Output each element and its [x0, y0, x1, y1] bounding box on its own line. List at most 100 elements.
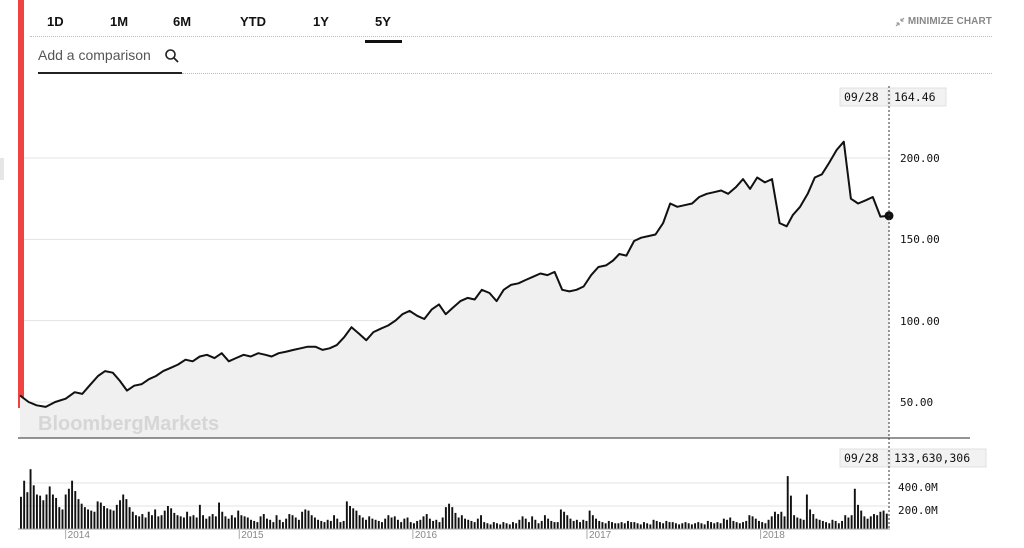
volume-bar — [128, 507, 131, 529]
volume-bar — [540, 520, 543, 529]
volume-bar — [620, 522, 623, 529]
volume-bar — [547, 518, 550, 529]
volume-bar — [61, 509, 64, 529]
volume-bar — [678, 524, 681, 529]
volume-bar — [585, 520, 588, 529]
volume-bar — [665, 520, 668, 529]
volume-bar — [716, 522, 719, 529]
volume-bar — [202, 515, 205, 529]
volume-bar — [703, 524, 706, 529]
volume-bar — [764, 523, 767, 529]
volume-bar — [173, 512, 176, 529]
volume-bar — [671, 522, 674, 529]
volume-bar — [748, 515, 751, 529]
volume-bar — [87, 509, 90, 529]
volume-bar — [850, 515, 853, 529]
tab-6m[interactable]: 6M — [173, 14, 192, 29]
volume-bar — [563, 511, 566, 529]
bloomberg-watermark: BloombergMarkets — [38, 413, 219, 435]
volume-bar — [658, 522, 661, 529]
volume-bar — [422, 516, 425, 529]
volume-bar — [837, 523, 840, 529]
volume-bar — [857, 504, 859, 529]
volume-bar — [812, 514, 815, 529]
volume-bar — [486, 523, 489, 529]
x-tick-label-2015: 2015 — [241, 530, 264, 541]
volume-bar — [515, 523, 518, 529]
volume-bar — [492, 522, 495, 529]
volume-bar — [365, 519, 367, 529]
volume-bar — [371, 518, 374, 529]
volume-bar — [684, 522, 687, 529]
tab-1d[interactable]: 1D — [47, 14, 64, 29]
volume-bar — [90, 510, 93, 529]
volume-bar — [301, 511, 304, 529]
volume-bar — [131, 511, 134, 529]
volume-bar — [524, 518, 527, 529]
volume-bar — [751, 516, 754, 529]
volume-bar — [412, 523, 415, 529]
volume-bar — [754, 518, 757, 529]
volume-bar — [438, 522, 441, 529]
volume-bar — [853, 488, 856, 529]
volume-bar — [230, 515, 233, 529]
volume-bar — [470, 520, 473, 529]
volume-bar — [802, 519, 805, 529]
volume-bar — [569, 518, 572, 529]
price-line — [19, 140, 890, 408]
volume-bar — [400, 522, 403, 529]
volume-readout-date-box — [839, 448, 889, 468]
tab-1y[interactable]: 1Y — [313, 14, 329, 29]
volume-bar — [879, 511, 882, 529]
volume-bar — [873, 514, 875, 529]
volume-bar — [464, 518, 466, 529]
volume-bar — [690, 524, 693, 529]
volume-bar — [876, 515, 879, 529]
volume-bar — [572, 520, 575, 529]
volume-bar — [444, 507, 447, 529]
volume-bar — [329, 520, 332, 529]
volume-bar — [224, 516, 227, 529]
volume-bar — [349, 506, 351, 529]
volume-bar — [786, 476, 789, 529]
volume-bar — [627, 520, 629, 529]
price-y-axis: 200.00 150.00 100.00 50.00 — [900, 152, 940, 409]
volume-bar — [416, 520, 419, 529]
volume-bar — [288, 514, 291, 529]
range-tabs: 1D 1M 6M YTD 1Y 5Y — [30, 8, 420, 43]
volume-bar — [480, 515, 482, 529]
volume-bar — [352, 508, 355, 529]
volume-bars — [20, 469, 888, 529]
minimize-chart-button[interactable]: MINIMIZE CHART — [895, 16, 992, 27]
volume-bar — [828, 523, 831, 529]
volume-bar — [147, 511, 150, 529]
volume-bar — [821, 520, 824, 529]
price-tick-150: 150.00 — [900, 233, 940, 246]
volume-bar — [882, 510, 885, 529]
volume-bar — [885, 513, 888, 529]
tab-ytd[interactable]: YTD — [240, 14, 266, 29]
volume-bar — [697, 522, 700, 529]
volume-bar — [374, 519, 377, 529]
comparison-input[interactable]: Add a comparison — [38, 44, 182, 74]
volume-bar — [45, 494, 48, 529]
volume-bar — [160, 515, 163, 529]
tab-1m[interactable]: 1M — [110, 14, 129, 29]
volume-bar — [601, 522, 604, 529]
volume-bar — [281, 522, 284, 529]
volume-bar — [559, 509, 562, 529]
volume-bar — [521, 516, 524, 529]
x-tick-label-2016: 2016 — [415, 530, 438, 541]
volume-bar — [103, 506, 105, 529]
volume-bar — [636, 523, 639, 529]
search-icon[interactable] — [164, 48, 180, 64]
left-edge-tab — [0, 158, 4, 180]
tab-5y[interactable]: 5Y — [375, 14, 391, 29]
volume-bar — [396, 519, 399, 529]
volume-bar — [64, 494, 67, 529]
volume-bar — [425, 514, 428, 529]
volume-bar — [604, 523, 607, 529]
minimize-icon — [895, 17, 905, 26]
volume-bar — [390, 517, 393, 529]
